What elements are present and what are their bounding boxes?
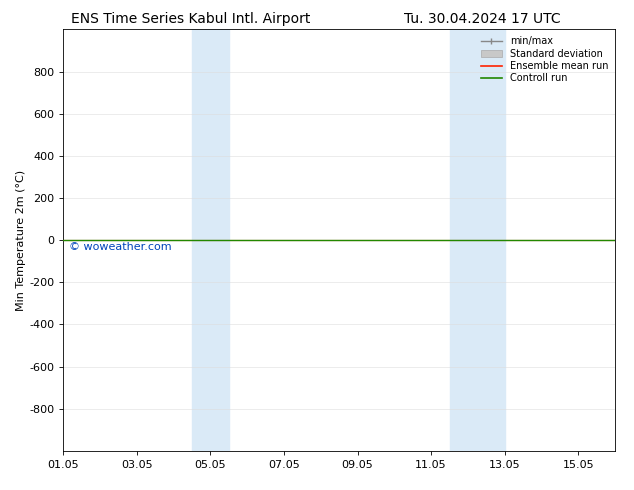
Bar xyxy=(450,29,505,451)
Text: © woweather.com: © woweather.com xyxy=(69,242,172,252)
Y-axis label: Min Temperature 2m (°C): Min Temperature 2m (°C) xyxy=(16,170,27,311)
Text: ENS Time Series Kabul Intl. Airport: ENS Time Series Kabul Intl. Airport xyxy=(70,12,310,26)
Legend: min/max, Standard deviation, Ensemble mean run, Controll run: min/max, Standard deviation, Ensemble me… xyxy=(479,34,610,85)
Text: Tu. 30.04.2024 17 UTC: Tu. 30.04.2024 17 UTC xyxy=(403,12,560,26)
Bar xyxy=(192,29,229,451)
